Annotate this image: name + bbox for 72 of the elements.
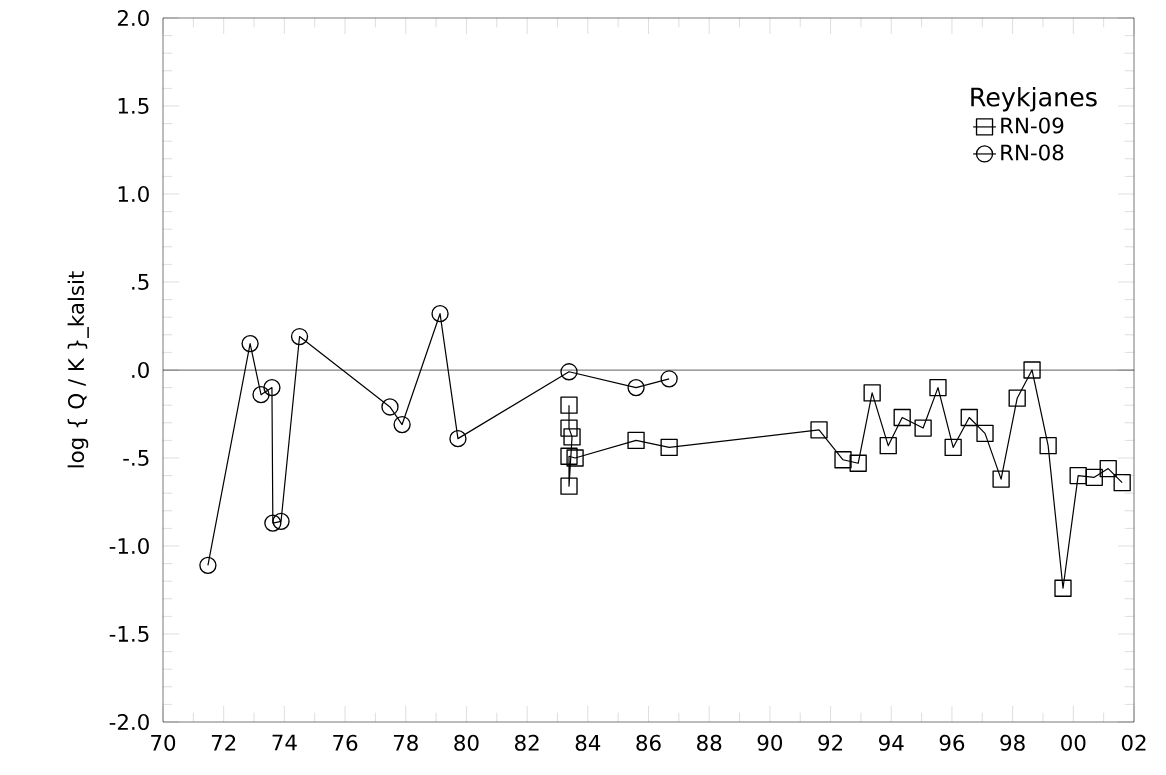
point (863, 384, 881, 402)
y-tick-label: -.5 (123, 450, 149, 466)
point (252, 385, 270, 404)
point (449, 429, 467, 448)
x-tick-label: 86 (636, 734, 661, 751)
point (431, 305, 449, 323)
point (1085, 468, 1103, 487)
x-tick-label: 84 (575, 734, 601, 751)
point (914, 419, 932, 437)
y-tick-label: 1.5 (118, 98, 149, 114)
x-tick-label: 00 (1061, 734, 1086, 751)
y-axis-title: log { Q / K }_kalsit (67, 271, 89, 468)
point (560, 477, 578, 495)
point (199, 556, 217, 575)
point (1113, 473, 1131, 492)
x-tick-label: 82 (515, 734, 539, 751)
x-tick-label: 70 (151, 734, 176, 751)
point (560, 419, 578, 437)
point (272, 512, 290, 531)
y-tick-label: -2.0 (109, 713, 149, 731)
x-tick-label: 02 (1121, 734, 1146, 751)
y-tick-label: -1.5 (109, 626, 149, 642)
point (660, 370, 678, 388)
point (264, 514, 282, 532)
legend-title: Reykjanes (971, 86, 1097, 112)
point (241, 334, 259, 353)
point (893, 408, 911, 427)
point (976, 424, 994, 443)
point (1008, 389, 1026, 407)
point (960, 408, 978, 427)
point (566, 449, 584, 467)
y-tick-label: .0 (132, 361, 149, 379)
point (1054, 579, 1072, 597)
legend-label: RN-08 (1001, 144, 1064, 161)
point (849, 454, 867, 472)
point (1069, 466, 1087, 485)
point (560, 396, 578, 414)
x-tick-label: 80 (454, 734, 479, 751)
x-tick-label: 74 (272, 734, 297, 751)
point (660, 438, 678, 457)
x-tick-label: 94 (879, 734, 904, 751)
point (563, 428, 581, 446)
point (929, 378, 947, 397)
point (393, 415, 411, 434)
point (1039, 437, 1057, 455)
point (1099, 459, 1117, 478)
point (627, 431, 645, 450)
point (944, 438, 962, 457)
point (560, 363, 578, 381)
x-tick-label: 90 (757, 734, 783, 751)
point (834, 451, 852, 469)
point (879, 437, 897, 455)
point (263, 378, 281, 397)
x-tick-label: 76 (333, 734, 358, 751)
point (290, 327, 309, 346)
point (1023, 361, 1041, 379)
legend-label: RN-09 (1001, 117, 1064, 134)
x-tick-label: 98 (1000, 734, 1025, 751)
y-tick-label: 1.0 (118, 185, 149, 203)
y-tick-label: 2.0 (117, 9, 149, 27)
x-tick-label: 78 (393, 734, 418, 751)
point (560, 447, 578, 465)
point (992, 470, 1010, 488)
x-tick-label: 72 (211, 734, 236, 751)
x-tick-label: 88 (697, 734, 722, 751)
point (810, 421, 828, 439)
x-tick-label: 96 (939, 734, 965, 751)
x-tick-label: 92 (818, 734, 842, 751)
point (381, 398, 399, 416)
y-tick-label: .5 (132, 274, 149, 290)
y-tick-label: -1.0 (109, 537, 149, 555)
point (627, 378, 645, 397)
